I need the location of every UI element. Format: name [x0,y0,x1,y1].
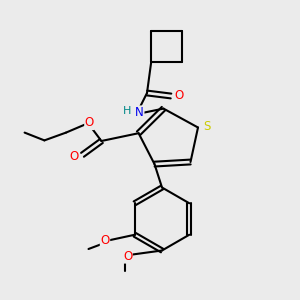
Text: N: N [135,106,144,119]
Text: O: O [85,116,94,130]
Text: O: O [70,150,79,163]
Text: S: S [203,120,211,133]
Text: O: O [123,250,132,263]
Text: O: O [100,233,109,247]
Text: O: O [175,89,184,102]
Text: H: H [123,106,132,116]
